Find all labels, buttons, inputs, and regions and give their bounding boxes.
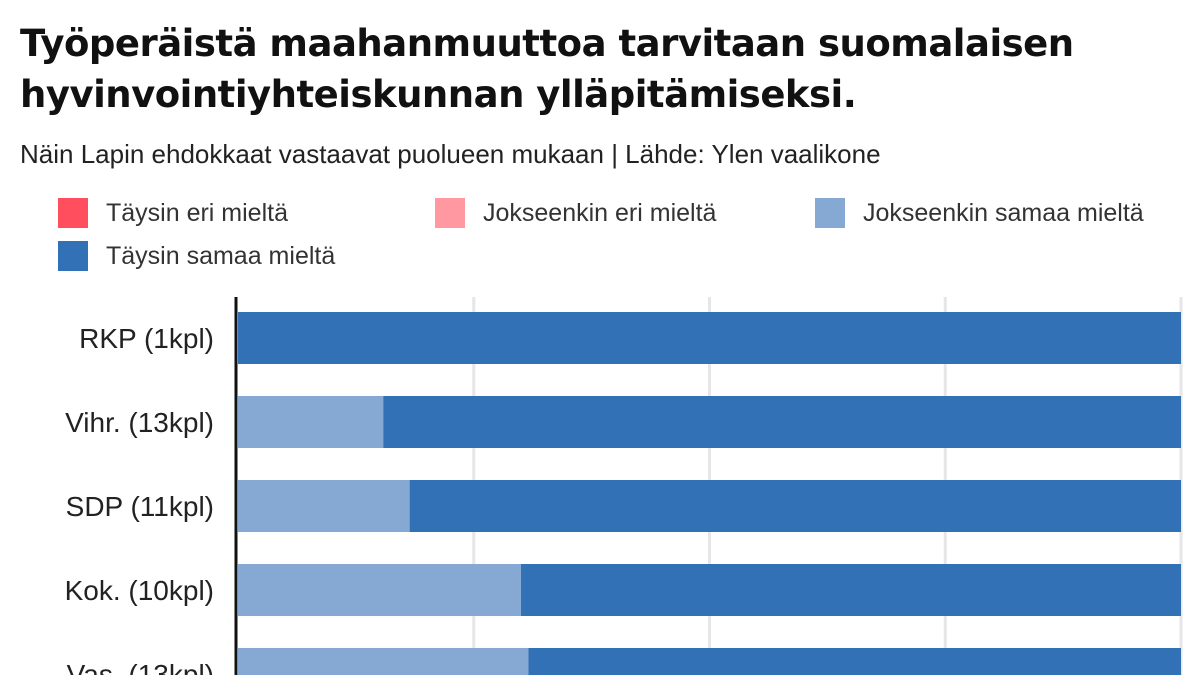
legend-item-jokseenkin-samaa: Jokseenkin samaa mieltä	[815, 198, 1144, 228]
chart-subtitle: Näin Lapin ehdokkaat vastaavat puolueen …	[20, 139, 881, 169]
legend-swatch	[58, 198, 88, 228]
category-label: Vas. (13kpl)	[67, 659, 214, 675]
legend-label: Jokseenkin eri mieltä	[483, 198, 717, 227]
legend-label: Täysin eri mieltä	[106, 198, 288, 227]
category-label: SDP (11kpl)	[66, 491, 214, 522]
legend-item-jokseenkin-eri: Jokseenkin eri mieltä	[435, 198, 716, 228]
category-label: Kok. (10kpl)	[65, 575, 214, 606]
legend-label: Jokseenkin samaa mieltä	[863, 198, 1144, 227]
category-label: RKP (1kpl)	[79, 323, 214, 354]
bar-segment	[238, 648, 529, 675]
bar-segment	[520, 564, 1181, 616]
bar-segment	[238, 564, 521, 616]
legend-item-taysin-samaa: Täysin samaa mieltä	[58, 241, 335, 271]
legend-item-taysin-eri: Täysin eri mieltä	[58, 198, 288, 228]
bar-segment	[528, 648, 1181, 675]
legend-label: Täysin samaa mieltä	[106, 241, 336, 270]
bars	[238, 312, 1182, 675]
category-labels: RKP (1kpl) Vihr. (13kpl) SDP (11kpl) Kok. (…	[65, 323, 214, 675]
bar-segment	[238, 396, 384, 448]
bar-segment	[238, 480, 410, 532]
legend-swatch	[58, 241, 88, 271]
legend-swatch	[435, 198, 465, 228]
category-label: Vihr. (13kpl)	[65, 407, 214, 438]
bar-segment	[383, 396, 1181, 448]
bar-segment	[238, 312, 1181, 364]
chart-title: Työperäistä maahanmuuttoa tarvitaan suom…	[20, 22, 1074, 116]
legend-swatch	[815, 198, 845, 228]
bar-segment	[409, 480, 1182, 532]
